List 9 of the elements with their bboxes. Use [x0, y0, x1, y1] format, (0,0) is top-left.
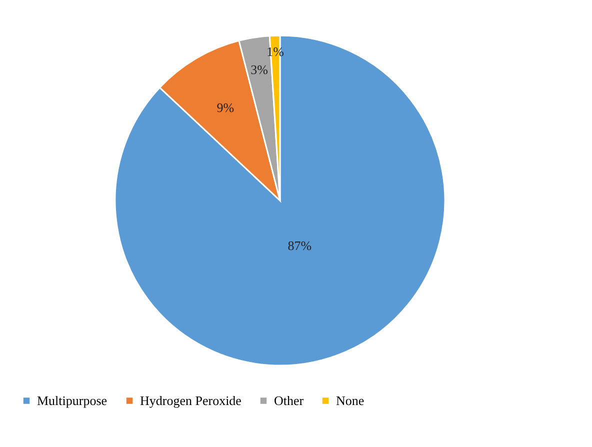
- data-label: 3%: [250, 62, 268, 78]
- data-label: 9%: [216, 100, 234, 116]
- pie-slice: [114, 34, 446, 366]
- legend-label: Hydrogen Peroxide: [140, 392, 242, 408]
- legend-label: Other: [274, 392, 304, 408]
- legend-label: Multipurpose: [37, 392, 108, 408]
- data-label: 1%: [266, 44, 284, 60]
- data-label: 87%: [288, 238, 312, 253]
- legend-label: None: [336, 392, 364, 408]
